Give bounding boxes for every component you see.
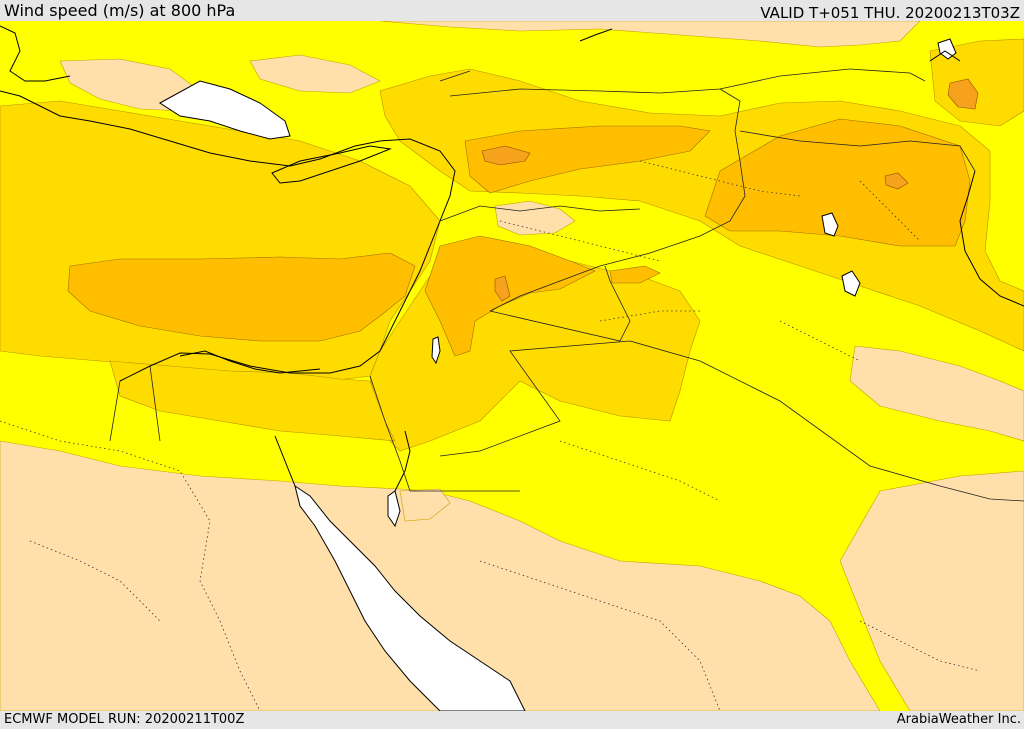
sea-of-marmara-lake <box>159 80 291 140</box>
field-calm-south <box>0 440 881 711</box>
field-very-strong-northeast <box>947 78 979 110</box>
field-strong-mediterranean <box>67 252 416 342</box>
dead-sea <box>431 336 441 365</box>
field-moderate-northeast <box>929 38 1024 127</box>
lake-iraq <box>821 212 839 237</box>
field-calm-anatolia <box>249 54 381 94</box>
credit-label: ArabiaWeather Inc. <box>896 712 1021 727</box>
lake-east <box>841 270 861 297</box>
wind-speed-map <box>0 21 1024 711</box>
field-very-strong-syria <box>481 145 531 166</box>
internal-boundaries <box>0 160 981 711</box>
country-borders <box>109 68 1024 502</box>
field-calm-syria <box>494 200 576 236</box>
footer-bar <box>0 711 1024 729</box>
field-calm-southeast <box>839 470 1024 711</box>
gulf-of-aqaba <box>387 490 401 528</box>
cyprus-coast <box>271 145 392 184</box>
header-bar: Wind speed (m/s) at 800 hPa VALID T+051 … <box>0 0 1024 21</box>
valid-time-label: VALID T+051 THU. 20200213T03Z <box>760 4 1020 22</box>
field-calm-sinai <box>399 488 451 522</box>
map-canvas <box>0 21 1024 711</box>
field-very-strong-levant <box>494 275 511 302</box>
field-calm-north <box>379 21 921 48</box>
field-strong-syria <box>464 125 711 194</box>
field-moderate-egypt <box>109 360 396 442</box>
red-sea <box>294 484 526 711</box>
field-calm-east <box>849 345 1024 442</box>
sinai-coast <box>274 430 411 492</box>
northern-coast <box>0 25 961 82</box>
model-run-label: ECMWF MODEL RUN: 20200211T00Z <box>4 712 245 727</box>
persian-gulf-coast <box>959 170 1024 307</box>
mediterranean-coastline <box>0 90 456 382</box>
field-strong-iraq <box>704 118 971 247</box>
field-very-strong-iraq <box>884 172 909 190</box>
field-strong-jordan <box>609 265 661 284</box>
map-title: Wind speed (m/s) at 800 hPa <box>4 1 236 20</box>
nile-delta-coast <box>179 350 321 374</box>
